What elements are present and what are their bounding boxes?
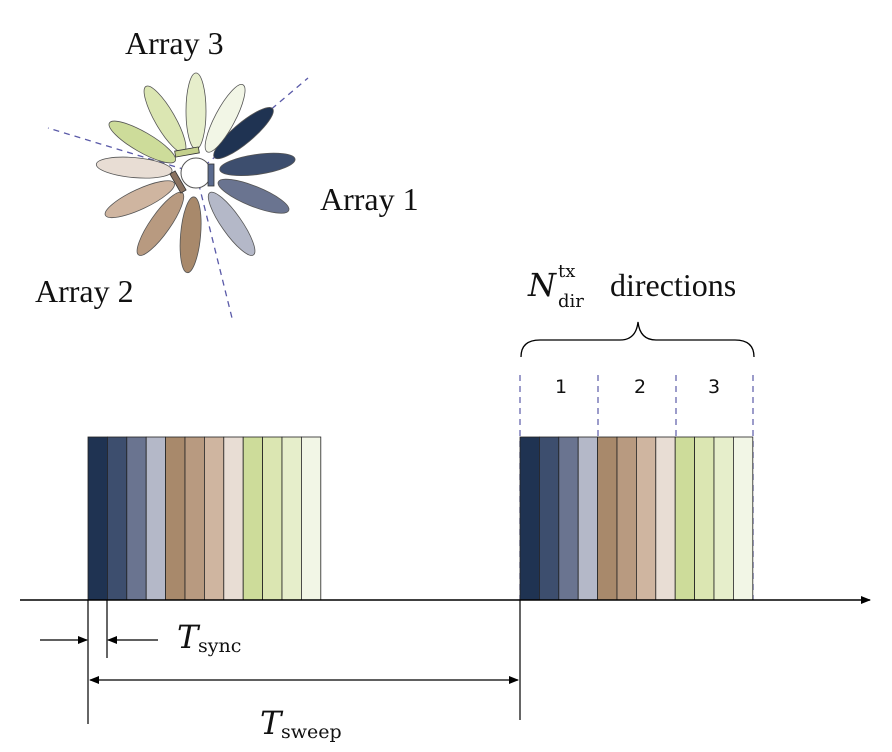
directions-word: directions bbox=[610, 267, 736, 303]
array2-label: Array 2 bbox=[35, 273, 134, 309]
beam-slot bbox=[223, 436, 244, 601]
directions-label: N tx dir directions bbox=[527, 261, 736, 312]
t-sync-symbol: T bbox=[177, 618, 201, 656]
beam-slot bbox=[636, 436, 657, 601]
beam-slot bbox=[300, 436, 322, 601]
array2-panel bbox=[169, 170, 187, 194]
beam-slot bbox=[184, 436, 205, 601]
beam-slot bbox=[674, 436, 696, 601]
t-sweep-subscript: sweep bbox=[281, 721, 342, 743]
t-sweep-label: T sweep bbox=[260, 704, 342, 743]
beam-slot bbox=[733, 436, 754, 601]
beam-slot bbox=[616, 436, 637, 601]
beam-slot bbox=[87, 436, 108, 601]
beam-pattern-diagram bbox=[47, 72, 309, 319]
beam-lobe bbox=[179, 196, 202, 274]
beam-lobe bbox=[95, 156, 173, 179]
array1-label: Array 1 bbox=[320, 181, 419, 217]
beam-slot bbox=[126, 436, 147, 601]
array-center-circle bbox=[180, 157, 212, 189]
beam-lobe bbox=[213, 107, 274, 160]
beam-slot bbox=[165, 436, 186, 601]
array3-panel bbox=[174, 146, 200, 158]
sector-boundary-line bbox=[195, 172, 233, 319]
group-label-2: 2 bbox=[634, 376, 646, 398]
sector-boundary-line bbox=[47, 127, 197, 174]
beam-slot bbox=[203, 436, 225, 601]
n-subscript: dir bbox=[558, 291, 584, 312]
beam-lobe bbox=[219, 152, 296, 177]
directions-brace bbox=[520, 321, 755, 358]
sweep-block-1 bbox=[87, 436, 322, 601]
beam-slot bbox=[242, 436, 263, 601]
beam-slot bbox=[597, 436, 618, 601]
array3-label: Array 3 bbox=[125, 25, 224, 61]
beam-slot bbox=[281, 436, 302, 601]
n-symbol: N bbox=[527, 266, 557, 304]
beam-slot bbox=[655, 436, 676, 601]
beam-lobe bbox=[185, 72, 207, 150]
beam-slot bbox=[713, 436, 734, 601]
array1-panel bbox=[207, 163, 215, 187]
group-label-3: 3 bbox=[708, 376, 720, 398]
beam-lobe bbox=[207, 191, 256, 256]
beam-slot bbox=[539, 436, 560, 601]
t-sweep-symbol: T bbox=[260, 704, 284, 742]
beam-lobe bbox=[217, 178, 290, 214]
n-superscript: tx bbox=[558, 261, 575, 282]
t-sync-label: T sync bbox=[177, 618, 241, 657]
beam-lobe bbox=[108, 120, 176, 164]
beam-slot bbox=[262, 436, 283, 601]
beam-slot bbox=[107, 436, 128, 601]
t-sync-subscript: sync bbox=[198, 635, 241, 657]
beam-slot bbox=[577, 436, 599, 601]
beam-lobe bbox=[104, 180, 175, 219]
sweep-block-2 bbox=[519, 436, 754, 601]
beam-slot bbox=[519, 436, 540, 601]
beam-lobe bbox=[204, 84, 246, 153]
beam-slot bbox=[558, 436, 579, 601]
beam-slot bbox=[145, 436, 166, 601]
group-label-1: 1 bbox=[555, 376, 567, 398]
beam-slot bbox=[694, 436, 715, 601]
